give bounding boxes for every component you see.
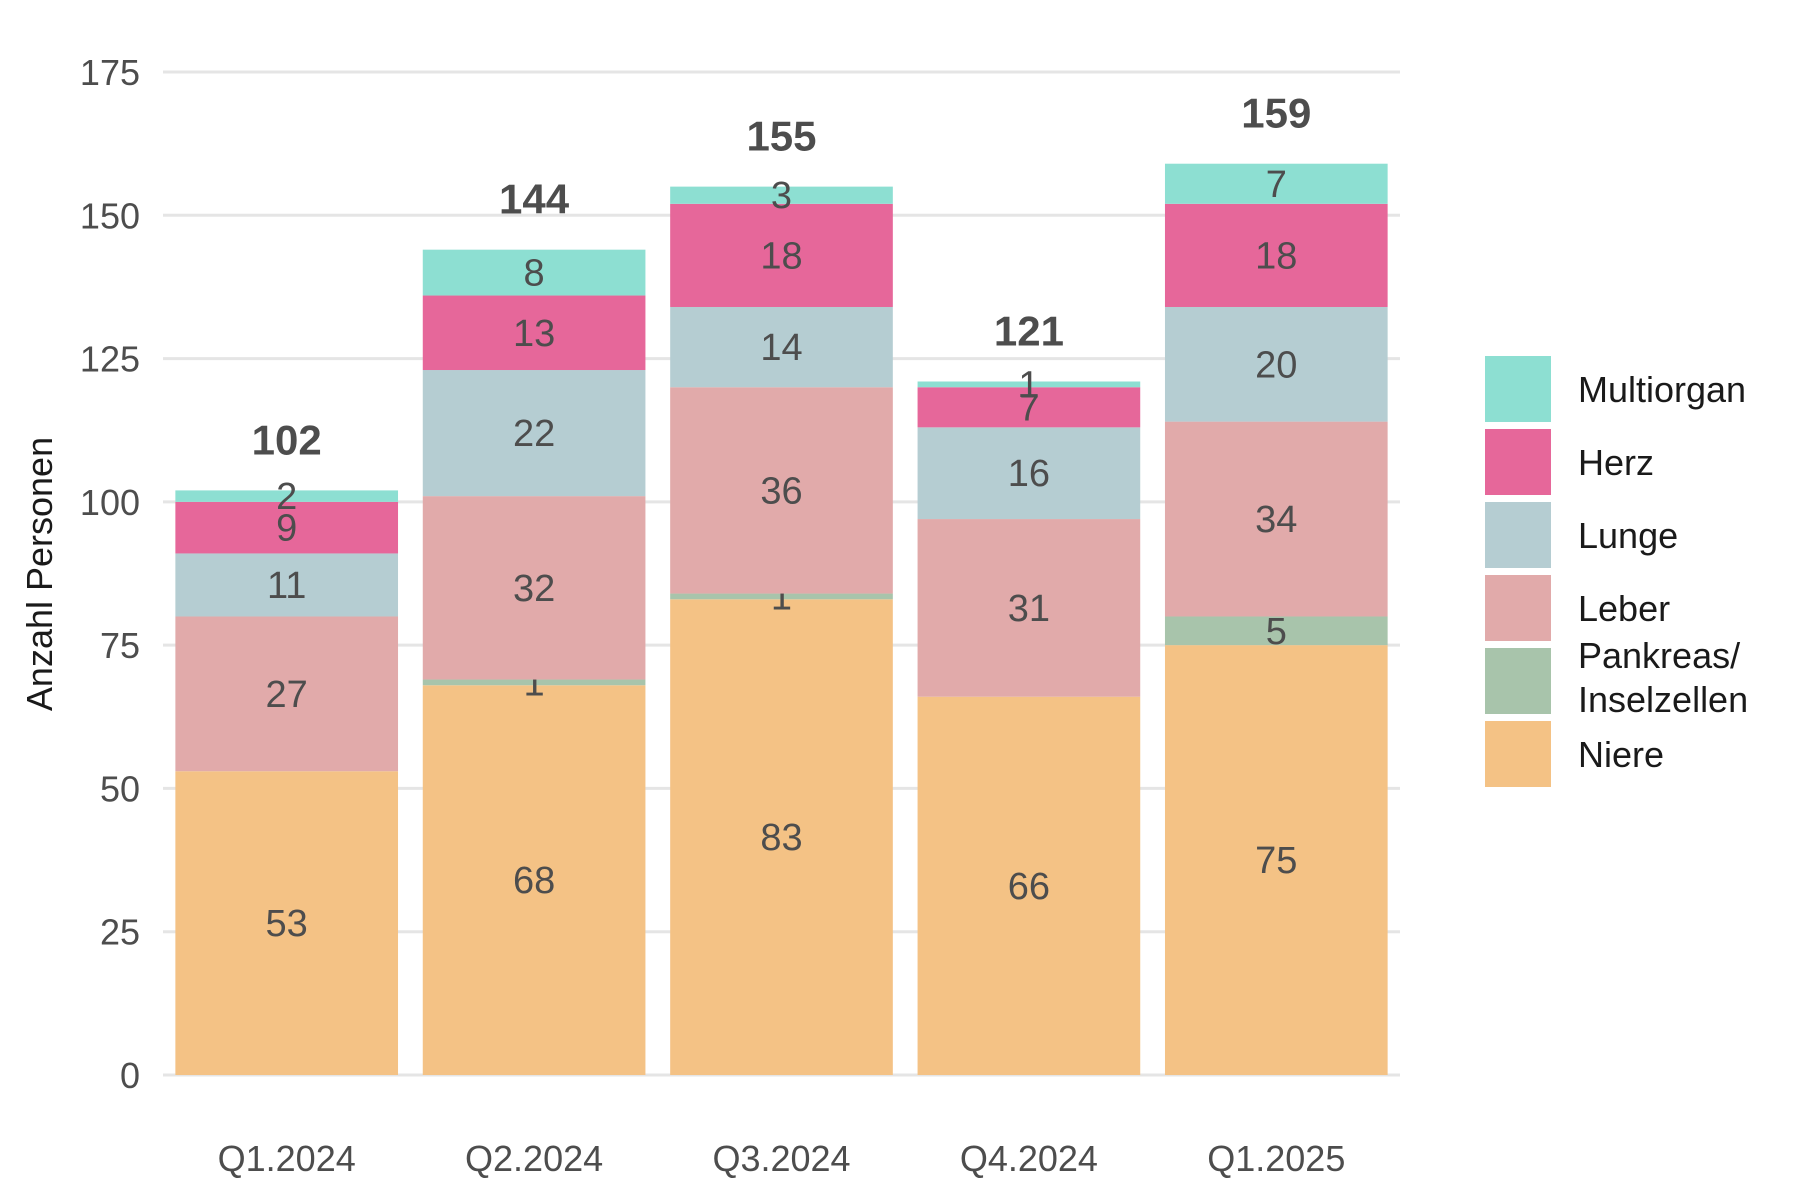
legend-key [1485, 502, 1551, 568]
bar-segment [175, 490, 399, 502]
bar-segment [917, 427, 1141, 520]
segment-value-label: 1 [1018, 364, 1039, 406]
legend-label: Multiorgan [1578, 369, 1746, 410]
y-tick-label: 125 [80, 339, 140, 380]
bar-segment [917, 696, 1141, 1075]
legend-key [1485, 575, 1551, 641]
segment-value-label: 36 [760, 470, 802, 512]
segment-value-label: 22 [513, 413, 555, 455]
bar-segment [175, 501, 399, 554]
segment-value-label: 18 [760, 235, 802, 277]
y-tick-label: 100 [80, 482, 140, 523]
total-label: 159 [1241, 90, 1311, 137]
segment-value-label: 75 [1255, 840, 1297, 882]
segment-value-label: 14 [760, 327, 802, 369]
segment-value-label: 3 [771, 175, 792, 217]
bar-segment [917, 519, 1141, 697]
y-axis-ticks: 0 25 50 75 100 125 150 175 [80, 52, 140, 1096]
x-tick-label: Q1.2024 [218, 1138, 356, 1179]
total-label: 102 [252, 416, 322, 463]
segment-value-label: 9 [276, 508, 297, 550]
segment-value-label: 53 [266, 903, 308, 945]
segment-value-label: 5 [1266, 611, 1287, 653]
segment-value-label: 7 [1018, 387, 1039, 429]
y-tick-label: 25 [100, 912, 140, 953]
y-tick-label: 50 [100, 768, 140, 809]
bar-segment [422, 679, 646, 686]
segment-value-label: 13 [513, 313, 555, 355]
legend-key [1485, 648, 1551, 714]
bar-segment [422, 370, 646, 497]
x-tick-label: Q1.2025 [1207, 1138, 1345, 1179]
segment-value-label: 7 [1266, 164, 1287, 206]
segment-value-label: 68 [513, 860, 555, 902]
bars: 5327119210268132221381448313614183155663… [175, 90, 1388, 1075]
y-tick-label: 175 [80, 52, 140, 93]
bar-segment [1164, 203, 1388, 307]
bar-segment [917, 387, 1141, 428]
legend-key [1485, 356, 1551, 422]
total-label: 144 [499, 176, 570, 223]
bar-segment [175, 616, 399, 772]
bar-segment [1164, 306, 1388, 422]
total-label: 121 [994, 307, 1064, 354]
legend-key [1485, 429, 1551, 495]
segment-value-label: 11 [267, 565, 306, 607]
bar-segment [1164, 616, 1388, 646]
y-tick-label: 0 [120, 1055, 140, 1096]
segment-value-label: 20 [1255, 344, 1297, 386]
segment-value-label: 31 [1008, 588, 1050, 630]
legend: Multiorgan Herz Lunge Leber Pankreas/Inselze… [1485, 356, 1748, 787]
legend-label: Herz [1578, 442, 1654, 483]
x-tick-label: Q3.2024 [712, 1138, 850, 1179]
bar-segment [422, 685, 646, 1075]
bar-segment [175, 771, 399, 1075]
legend-label: Leber [1578, 588, 1670, 629]
legend-label: Pankreas/Inselzellen [1578, 635, 1748, 720]
bar-segment [1164, 645, 1388, 1075]
bar-segment [1164, 421, 1388, 617]
bar-segment [1164, 163, 1388, 204]
segment-value-label: 66 [1008, 866, 1050, 908]
bar-segment [670, 306, 893, 388]
bar-segment [670, 186, 893, 204]
x-tick-label: Q4.2024 [960, 1138, 1098, 1179]
y-axis-label: Anzahl Personen [19, 437, 60, 711]
bar-segment [175, 553, 399, 617]
x-tick-label: Q2.2024 [465, 1138, 603, 1179]
segment-value-label: 32 [513, 568, 555, 610]
bar-segment [422, 249, 646, 296]
bar-segment [422, 496, 646, 680]
bar-segment [670, 387, 893, 594]
bar-segment [670, 593, 893, 600]
legend-label: Lunge [1578, 515, 1678, 556]
segment-value-label: 8 [524, 253, 545, 295]
legend-key [1485, 721, 1551, 787]
segment-value-label: 16 [1008, 453, 1050, 495]
legend-label: Niere [1578, 734, 1664, 775]
bar-segment [917, 381, 1141, 388]
y-tick-label: 75 [100, 625, 140, 666]
bar-segment [422, 295, 646, 371]
segment-value-label: 34 [1255, 499, 1297, 541]
total-label: 155 [746, 113, 816, 160]
segment-value-label: 2 [276, 476, 297, 518]
y-tick-label: 150 [80, 195, 140, 236]
x-axis-ticks: Q1.2024 Q2.2024 Q3.2024 Q4.2024 Q1.2025 [218, 1138, 1346, 1179]
segment-value-label: 83 [760, 817, 802, 859]
segment-value-label: 18 [1255, 235, 1297, 277]
segment-value-label: 27 [266, 674, 308, 716]
bar-segment [670, 203, 893, 307]
bar-segment [670, 599, 893, 1075]
